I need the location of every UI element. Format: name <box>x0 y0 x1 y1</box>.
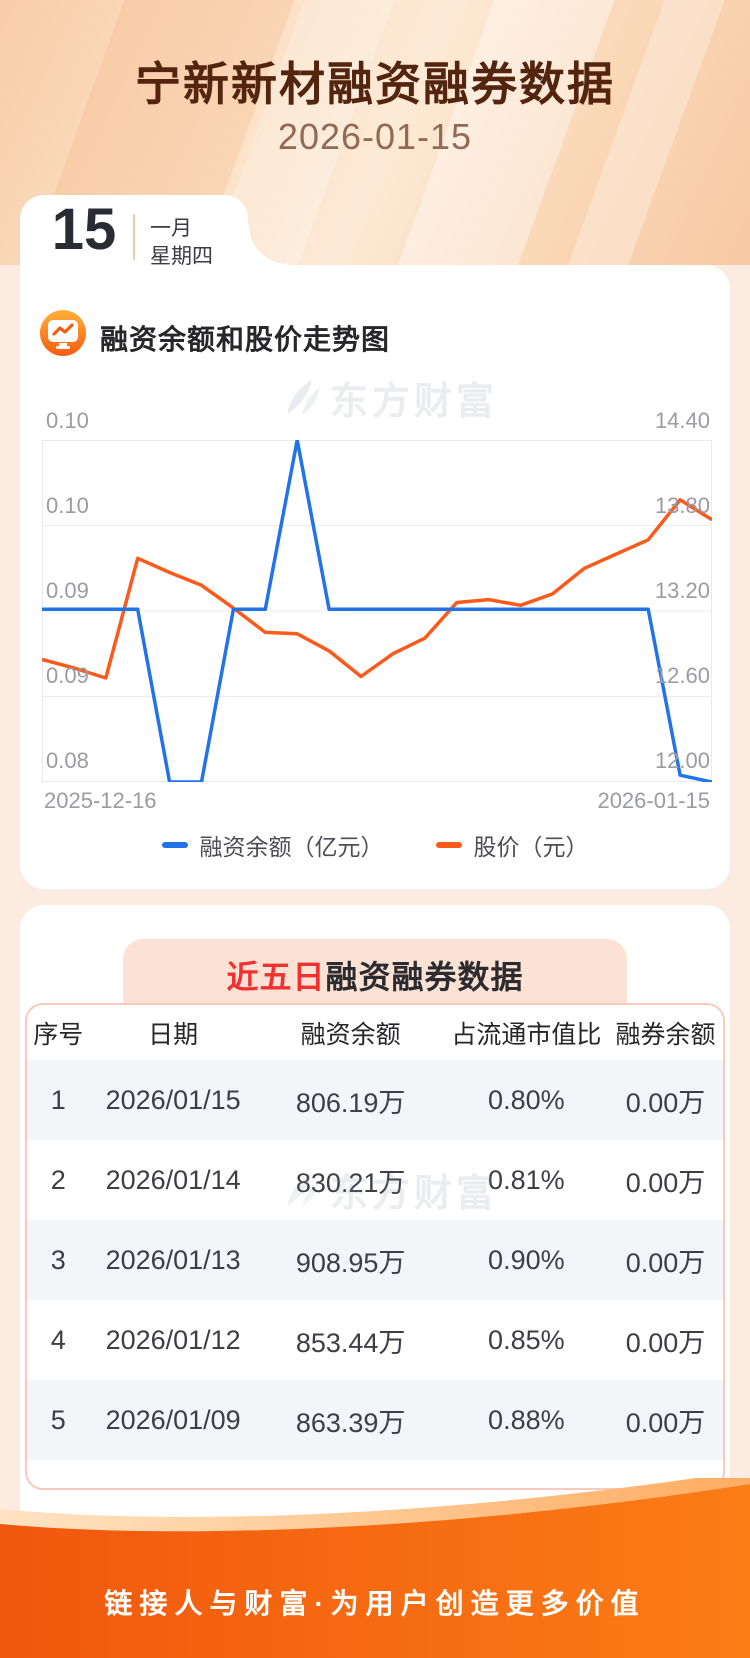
margin-balance-line-series <box>42 440 712 782</box>
cell-seq: 2 <box>50 1164 66 1195</box>
cell-date: 2026/01/14 <box>105 1164 241 1195</box>
cell-ratio: 0.80% <box>488 1084 565 1115</box>
left-axis-tick: 0.08 <box>46 748 89 773</box>
legend-item-price: 股价（元） <box>435 828 589 862</box>
cell-seq: 5 <box>50 1404 66 1435</box>
column-header: 占流通市值比 <box>451 1020 602 1049</box>
cell-ratio: 0.88% <box>488 1404 565 1435</box>
cell-balance: 830.21万 <box>295 1167 406 1198</box>
cell-seq: 4 <box>50 1324 66 1355</box>
cell-seq: 3 <box>50 1244 66 1275</box>
watermark-table: 东方财富 <box>282 1162 498 1217</box>
eastmoney-logo-icon <box>287 379 320 415</box>
margin-data-table: 序号 日期 融资余额 占流通市值比 融券余额 1 2026/01/15 806.… <box>25 1003 725 1490</box>
price-line-series <box>42 498 712 680</box>
table-row: 4 2026/01/12 853.44万 0.85% 0.00万 <box>27 1300 723 1380</box>
table-row: 5 2026/01/09 863.39万 0.88% 0.00万 <box>27 1380 723 1460</box>
x-axis-end-label: 2026-01-15 <box>597 788 710 813</box>
cell-ratio: 0.81% <box>488 1164 565 1195</box>
calendar-month: 一月 <box>150 217 192 240</box>
right-axis-tick: 14.40 <box>654 408 710 433</box>
chart-section-heading: 融资余额和股价走势图 <box>100 324 391 355</box>
table-row: 2 2026/01/14 830.21万 0.81% 0.00万 <box>27 1140 723 1220</box>
legend-label: 融资余额（亿元） <box>199 834 384 860</box>
cell-balance: 806.19万 <box>295 1087 406 1118</box>
left-axis-tick: 0.09 <box>46 663 89 688</box>
column-header: 日期 <box>148 1020 199 1049</box>
column-header: 序号 <box>33 1020 84 1049</box>
watermark-chart: 东方财富 <box>282 370 498 425</box>
left-axis-tick: 0.10 <box>46 408 89 433</box>
column-header: 融资余额 <box>300 1020 401 1049</box>
footer-slogan: 链接人与财富·为用户创造更多价值 <box>104 1588 646 1619</box>
calendar-divider <box>133 214 135 260</box>
table-row: 1 2026/01/15 806.19万 0.80% 0.00万 <box>27 1060 723 1140</box>
cell-short-balance: 0.00万 <box>625 1087 706 1118</box>
right-axis-tick: 12.00 <box>654 748 710 773</box>
chart-card <box>20 265 730 889</box>
calendar-weekday: 星期四 <box>150 245 213 268</box>
x-axis-start-label: 2025-12-16 <box>44 788 157 813</box>
left-axis-tick: 0.09 <box>46 578 89 603</box>
footer <box>0 1470 750 1658</box>
cell-date: 2026/01/12 <box>105 1324 241 1355</box>
eastmoney-logo-icon <box>287 1171 320 1207</box>
watermark-text: 东方财富 <box>330 1173 499 1215</box>
page-date: 2026-01-15 <box>277 116 473 157</box>
cell-date: 2026/01/15 <box>105 1084 241 1115</box>
table-row: 3 2026/01/13 908.95万 0.90% 0.00万 <box>27 1220 723 1300</box>
cell-date: 2026/01/13 <box>105 1244 241 1275</box>
cell-short-balance: 0.00万 <box>625 1327 706 1358</box>
cell-ratio: 0.90% <box>488 1244 565 1275</box>
watermark-text: 东方财富 <box>330 381 499 423</box>
cell-short-balance: 0.00万 <box>625 1247 706 1278</box>
cell-balance: 908.95万 <box>295 1247 406 1278</box>
cell-short-balance: 0.00万 <box>625 1167 706 1198</box>
cell-balance: 853.44万 <box>295 1327 406 1358</box>
dual-axis-line-chart <box>42 440 712 782</box>
cell-seq: 1 <box>50 1084 66 1115</box>
left-axis-tick: 0.10 <box>46 493 89 518</box>
column-header: 融券余额 <box>615 1020 716 1049</box>
legend-item-margin-balance: 融资余额（亿元） <box>161 828 384 862</box>
legend-label: 股价（元） <box>473 834 589 860</box>
page-title: 宁新新材融资融券数据 <box>135 58 615 110</box>
legend-dash-blue <box>161 842 188 848</box>
right-axis-tick: 13.80 <box>654 493 710 518</box>
cell-date: 2026/01/09 <box>105 1404 241 1435</box>
chart-legend: 融资余额（亿元） 股价（元） <box>0 828 750 862</box>
right-axis-tick: 13.20 <box>654 578 710 603</box>
table-title-rest: 融资融券数据 <box>325 959 524 995</box>
right-axis-tick: 12.60 <box>654 663 710 688</box>
chart-monitor-icon <box>40 310 86 356</box>
legend-dash-orange <box>435 842 462 848</box>
cell-balance: 863.39万 <box>295 1407 406 1438</box>
table-title-highlight: 近五日 <box>226 959 326 995</box>
table-header-row: 序号 日期 融资余额 占流通市值比 融券余额 <box>27 1005 723 1060</box>
calendar-day: 15 <box>51 197 117 262</box>
cell-short-balance: 0.00万 <box>625 1407 706 1438</box>
calendar-card-fillet <box>248 225 288 265</box>
cell-ratio: 0.85% <box>488 1324 565 1355</box>
